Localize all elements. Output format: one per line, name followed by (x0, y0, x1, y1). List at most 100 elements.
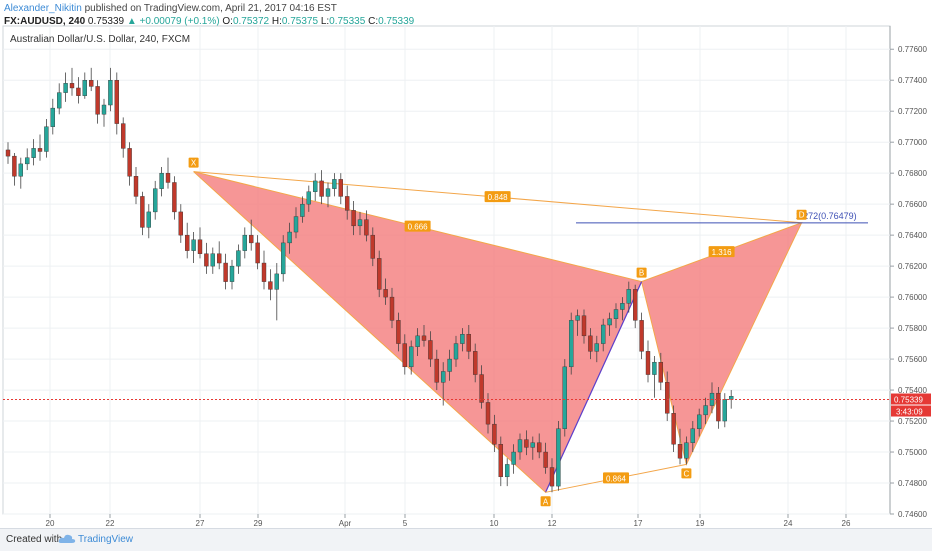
candle-body (325, 188, 331, 197)
candle-body (492, 423, 497, 445)
candle-body (357, 219, 363, 227)
price-tick-label: 0.75800 (898, 324, 927, 333)
candle-body (50, 107, 55, 127)
candle-body (415, 335, 420, 347)
price-tick-label: 0.75000 (898, 448, 927, 457)
candle-body (402, 343, 407, 368)
candle-body (152, 188, 158, 213)
publish-line: Alexander_Nikitin published on TradingVi… (4, 2, 414, 15)
candle-body (120, 123, 126, 149)
time-tick-label: 5 (403, 519, 408, 528)
candle-body (345, 196, 350, 211)
candle-body (159, 172, 164, 189)
time-tick-label: 29 (254, 519, 263, 528)
tradingview-brand[interactable]: TradingView (78, 534, 134, 545)
open-label: O: (222, 16, 233, 27)
candle-body (626, 289, 631, 304)
publish-info: published on TradingView.com, April 21, … (84, 3, 337, 14)
candle-body (370, 234, 375, 259)
candle-body (633, 289, 638, 321)
candle-body (613, 309, 619, 319)
candle-body (665, 382, 670, 414)
candle-body (76, 87, 81, 96)
candle-body (69, 83, 75, 89)
candle-body (466, 334, 471, 352)
candle-body (95, 86, 100, 115)
price-tick-label: 0.76400 (898, 231, 927, 240)
countdown-value: 3:43:09 (896, 408, 923, 417)
candle-body (223, 262, 228, 282)
candle-body (31, 148, 36, 158)
price-tick-label: 0.76200 (898, 262, 927, 271)
candle-body (549, 467, 555, 487)
candle-body (146, 211, 152, 228)
candle-body (255, 242, 260, 264)
candle-body (293, 216, 299, 233)
footer-bar: Created with TradingView (0, 528, 932, 551)
price-tick-label: 0.76800 (898, 169, 927, 178)
candle-body (57, 92, 62, 109)
candle-body (184, 234, 190, 251)
low-value: 0.75335 (329, 16, 366, 27)
candle-body (409, 346, 414, 368)
candle-body (562, 366, 567, 429)
candle-body (652, 361, 657, 375)
pattern-point-label: A (543, 497, 549, 506)
price-tick-label: 0.75600 (898, 355, 927, 364)
candle-body (498, 444, 503, 478)
candle-body (82, 80, 88, 96)
ratio-label: 0.864 (606, 474, 627, 483)
candle-body (178, 211, 184, 236)
ratio-label: 0.848 (488, 193, 509, 202)
ratio-label-bg (404, 220, 431, 232)
candle-body (581, 315, 587, 337)
candle-body (543, 451, 548, 468)
chart-header: Alexander_Nikitin published on TradingVi… (4, 2, 414, 28)
candle-body (338, 179, 343, 197)
candle-body (25, 157, 30, 165)
candle-body (319, 180, 324, 197)
candle-body (300, 203, 305, 217)
open-value: 0.75372 (232, 16, 270, 27)
pattern-point-label: D (799, 211, 805, 220)
high-value: 0.75375 (281, 16, 319, 27)
candle-body (671, 413, 676, 445)
candle-body (537, 442, 542, 453)
candle-body (421, 335, 427, 341)
price-tick-label: 0.74800 (898, 479, 927, 488)
current-price-value: 0.75339 (894, 396, 923, 405)
price-tick-label: 0.75400 (898, 386, 927, 395)
candle-body (703, 405, 708, 416)
candle-body (377, 258, 382, 290)
candle-body (216, 253, 222, 264)
pattern-point-bg (681, 468, 692, 479)
candle-body (140, 196, 145, 228)
pattern-point-label: X (191, 159, 197, 168)
ohlc-line: FX:AUDUSD, 240 0.75339 ▲ +0.00079 (+0.1%… (4, 15, 414, 28)
price-markers: 0.75339 3:43:09 (3, 393, 931, 417)
candle-body (274, 273, 279, 290)
author-link[interactable]: Alexander_Nikitin (4, 3, 82, 14)
candle-body (210, 253, 216, 267)
candle-body (479, 374, 484, 403)
candle-body (677, 444, 683, 459)
candle-body (63, 83, 68, 93)
candle-body (236, 250, 241, 267)
price-tick-label: 0.75200 (898, 417, 927, 426)
candle-body (658, 361, 663, 383)
candle-body (434, 358, 439, 383)
candle-body (524, 439, 529, 448)
price-chart[interactable]: 0.77600 0.77400 0.77200 0.77000 0.76800 0.766… (0, 0, 932, 528)
ratio-label-bg (603, 472, 629, 484)
candle-body (268, 281, 273, 290)
candle-body (620, 303, 625, 310)
grid-lines (3, 26, 890, 515)
price-change: ▲ +0.00079 (+0.1%) (126, 16, 220, 27)
price-tick-label: 0.77600 (898, 45, 927, 54)
close-label: C: (368, 16, 379, 27)
candle-body (172, 182, 177, 213)
price-axis: 0.77600 0.77400 0.77200 0.77000 0.76800 0.766… (890, 45, 927, 519)
close-value: 0.75339 (378, 16, 415, 27)
price-tick-label: 0.77000 (898, 138, 927, 147)
price-tick-label: 0.76600 (898, 200, 927, 209)
